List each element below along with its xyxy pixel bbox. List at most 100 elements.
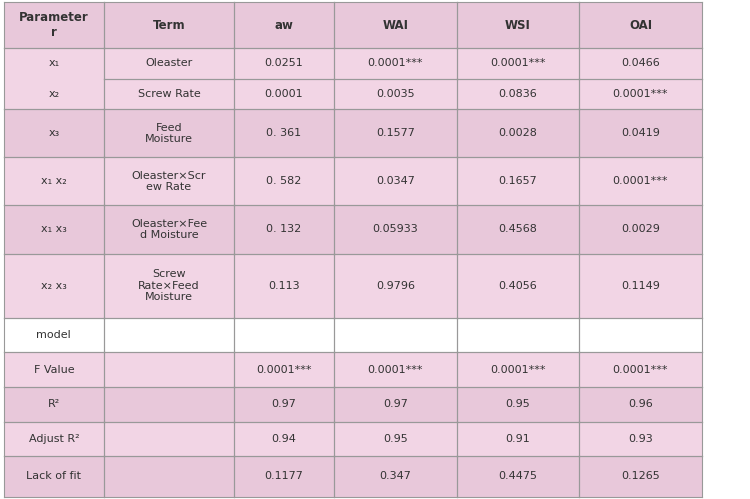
Text: Lack of fit: Lack of fit xyxy=(26,472,81,482)
Bar xyxy=(104,387,234,422)
Bar xyxy=(579,206,702,253)
Bar xyxy=(4,317,104,352)
Text: 0.4056: 0.4056 xyxy=(499,280,537,290)
Text: Screw
Rate×Feed
Moisture: Screw Rate×Feed Moisture xyxy=(138,269,200,302)
Bar xyxy=(104,457,234,497)
Text: 0.0251: 0.0251 xyxy=(265,58,304,68)
Bar xyxy=(579,109,702,157)
Text: 0.97: 0.97 xyxy=(272,399,296,409)
Text: x₁: x₁ xyxy=(48,58,59,68)
Text: Oleaster×Fee
d Moisture: Oleaster×Fee d Moisture xyxy=(131,219,207,241)
Text: WSI: WSI xyxy=(505,18,531,32)
Bar xyxy=(234,457,334,497)
Bar xyxy=(457,2,579,48)
Bar xyxy=(579,352,702,387)
Text: 0.0466: 0.0466 xyxy=(621,58,660,68)
Text: F Value: F Value xyxy=(34,365,74,375)
Bar xyxy=(334,253,457,317)
Bar xyxy=(334,457,457,497)
Bar xyxy=(457,422,579,457)
Text: 0.94: 0.94 xyxy=(272,434,296,444)
Bar xyxy=(4,422,104,457)
Bar xyxy=(4,253,104,317)
Text: Adjust R²: Adjust R² xyxy=(28,434,80,444)
Text: 0.95: 0.95 xyxy=(383,434,408,444)
Bar xyxy=(234,79,334,109)
Text: 0.05933: 0.05933 xyxy=(373,225,419,235)
Bar xyxy=(579,457,702,497)
Bar xyxy=(104,79,234,109)
Bar xyxy=(4,352,104,387)
Bar xyxy=(334,206,457,253)
Text: model: model xyxy=(37,330,71,340)
Text: x₂: x₂ xyxy=(48,89,59,99)
Bar xyxy=(234,422,334,457)
Text: 0. 361: 0. 361 xyxy=(266,128,302,138)
Bar xyxy=(457,48,579,79)
Text: 0.4568: 0.4568 xyxy=(499,225,537,235)
Bar xyxy=(457,387,579,422)
Text: x₂ x₃: x₂ x₃ xyxy=(41,280,67,290)
Bar xyxy=(234,352,334,387)
Bar xyxy=(104,352,234,387)
Bar xyxy=(4,387,104,422)
Text: 0.9796: 0.9796 xyxy=(376,280,415,290)
Bar xyxy=(4,2,104,48)
Text: Feed
Moisture: Feed Moisture xyxy=(145,123,193,144)
Text: 0.0001***: 0.0001*** xyxy=(613,89,668,99)
Bar xyxy=(234,109,334,157)
Bar xyxy=(4,157,104,206)
Bar xyxy=(579,79,702,109)
Text: 0.0419: 0.0419 xyxy=(621,128,660,138)
Text: 0.0347: 0.0347 xyxy=(376,177,415,187)
Bar xyxy=(579,317,702,352)
Text: x₁ x₂: x₁ x₂ xyxy=(41,177,67,187)
Text: 0.0001***: 0.0001*** xyxy=(613,365,668,375)
Text: 0.0001***: 0.0001*** xyxy=(490,365,546,375)
Bar xyxy=(457,253,579,317)
Bar xyxy=(457,157,579,206)
Bar xyxy=(334,387,457,422)
Bar xyxy=(104,109,234,157)
Bar xyxy=(104,2,234,48)
Bar xyxy=(234,2,334,48)
Bar xyxy=(579,422,702,457)
Text: aw: aw xyxy=(274,18,293,32)
Text: 0.0836: 0.0836 xyxy=(499,89,537,99)
Text: 0.0035: 0.0035 xyxy=(376,89,415,99)
Bar xyxy=(4,206,104,253)
Text: x₁ x₃: x₁ x₃ xyxy=(41,225,67,235)
Text: 0.95: 0.95 xyxy=(506,399,530,409)
Text: 0.347: 0.347 xyxy=(380,472,411,482)
Bar xyxy=(457,352,579,387)
Bar xyxy=(334,2,457,48)
Bar xyxy=(234,387,334,422)
Text: 0.0029: 0.0029 xyxy=(621,225,660,235)
Text: x₃: x₃ xyxy=(48,128,59,138)
Text: WAI: WAI xyxy=(382,18,409,32)
Text: OAI: OAI xyxy=(629,18,652,32)
Text: 0. 582: 0. 582 xyxy=(266,177,302,187)
Text: 0.1149: 0.1149 xyxy=(621,280,660,290)
Bar xyxy=(579,48,702,79)
Text: 0.1657: 0.1657 xyxy=(499,177,537,187)
Text: 0.4475: 0.4475 xyxy=(499,472,538,482)
Text: Oleaster: Oleaster xyxy=(146,58,193,68)
Bar xyxy=(579,387,702,422)
Bar xyxy=(579,2,702,48)
Text: 0.0001***: 0.0001*** xyxy=(368,58,423,68)
Bar xyxy=(334,157,457,206)
Bar xyxy=(234,253,334,317)
Text: Oleaster×Scr
ew Rate: Oleaster×Scr ew Rate xyxy=(132,171,206,192)
Text: 0.0028: 0.0028 xyxy=(499,128,537,138)
Text: 0.0001: 0.0001 xyxy=(265,89,303,99)
Text: 0.1265: 0.1265 xyxy=(621,472,660,482)
Text: Term: Term xyxy=(153,18,185,32)
Text: 0.0001***: 0.0001*** xyxy=(613,177,668,187)
Text: 0.0001***: 0.0001*** xyxy=(490,58,546,68)
Bar xyxy=(104,206,234,253)
Text: Parameter
r: Parameter r xyxy=(19,11,88,39)
Bar xyxy=(104,422,234,457)
Bar xyxy=(334,109,457,157)
Bar xyxy=(457,317,579,352)
